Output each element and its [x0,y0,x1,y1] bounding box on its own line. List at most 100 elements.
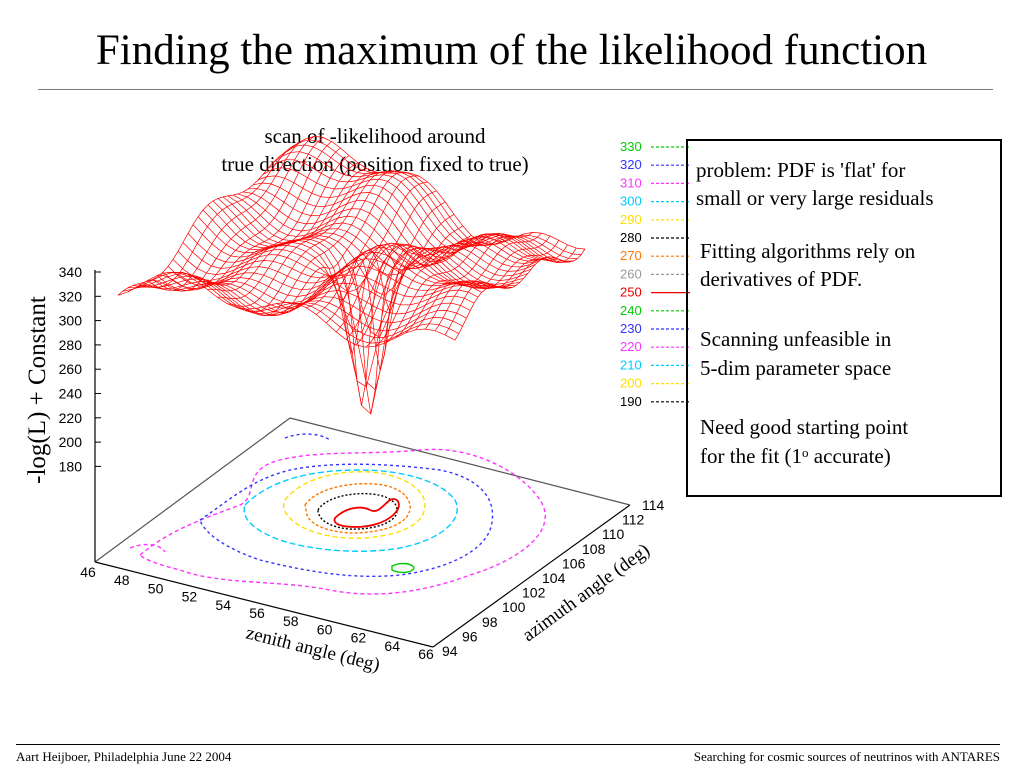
contour-legend: 330 320 310 300 290 280 270 260 250 240 230 220 210 2… [620,139,690,409]
legend-label-230: 230 [620,321,642,336]
x-tick-60: 60 [317,621,333,637]
mesh-line-v [187,233,509,293]
legend-label-270: 270 [620,248,642,263]
x-tick-52: 52 [182,589,198,605]
note-line-8-b: accurate) [808,444,891,468]
legend-label-210: 210 [620,357,642,372]
base-left-edge [94,417,291,563]
x-tick-62: 62 [351,630,367,646]
mesh-line-v [152,274,482,309]
y-tick-102: 102 [522,585,546,601]
mesh-line-v [182,242,505,289]
mesh-line-v [197,216,517,388]
mesh-line-v [117,271,456,348]
note-line-4: derivatives of PDF. [700,267,863,291]
mesh-line-u [306,214,455,371]
contour-red [333,498,400,528]
caption-line-1: scan of -likelihood around [264,124,486,148]
y-tick-98: 98 [482,614,498,630]
mesh-line-u [444,247,577,336]
mesh-line-u [355,241,498,346]
mesh-line-u [454,248,586,341]
mesh-line-u [375,233,516,347]
contour-magenta-islet [129,543,166,553]
footer-right: Searching for cosmic sources of neutrino… [693,749,1000,764]
mesh-line-u [315,225,463,315]
base-right-edge [432,504,631,648]
legend-label-300: 300 [620,194,642,209]
mesh-line-u [345,243,489,340]
mesh-line-u [117,150,289,296]
contour-black [317,492,398,530]
base-back-edge [289,417,631,506]
contour-yellow [282,471,426,539]
legend-label-200: 200 [620,376,642,391]
x-tick-56: 56 [249,605,265,621]
contour-cyan [243,469,458,552]
z-tick-340: 340 [59,264,83,280]
y-tick-96: 96 [462,628,478,644]
mesh-line-u [246,170,402,316]
legend-label-280: 280 [620,230,642,245]
contour-blue [199,463,494,578]
base-plane [94,270,631,648]
mesh-line-v [122,272,459,344]
x-tick-58: 58 [283,613,299,629]
legend-label-190: 190 [620,394,642,409]
z-tick-280: 280 [59,337,83,353]
legend-label-240: 240 [620,303,642,318]
z-tick-320: 320 [59,288,83,304]
x-tick-46: 46 [80,564,96,580]
footer-divider [16,744,1000,745]
note-line-6: 5-dim parameter space [700,356,892,380]
z-tick-180: 180 [59,458,83,474]
contour-blue-islet [284,433,331,441]
note-line-8: for the fit (1o accurate) [700,442,891,470]
mesh-line-u [405,232,542,334]
z-tick-240: 240 [59,386,83,402]
y-tick-104: 104 [542,570,566,586]
x-tick-66: 66 [418,646,434,662]
mesh-line-u [177,147,341,285]
note-line-8-a: for the fit (1 [700,444,803,468]
y-tick-100: 100 [502,599,526,615]
y-tick-114: 114 [642,497,665,513]
note-line-3: Fitting algorithms rely on [700,239,916,263]
y-tick-94: 94 [442,643,458,659]
footer-left: Aart Heijboer, Philadelphia June 22 2004 [16,749,232,764]
mesh-line-u [296,201,446,415]
base-front-edge [94,561,434,648]
title-divider [38,89,993,90]
note-line-7: Need good starting point [700,415,909,439]
mesh-line-v [232,194,544,270]
x-tick-48: 48 [114,572,130,588]
z-tick-260: 260 [59,361,83,377]
x-tick-64: 64 [384,638,400,654]
legend-label-220: 220 [620,339,642,354]
mesh-line-v [207,204,524,391]
note-line-2: small or very large residuals [696,186,934,210]
contour-green-islet [391,562,415,574]
mesh-line-u [415,235,551,331]
notes-box [686,139,1002,497]
z-tick-200: 200 [59,434,83,450]
mesh-line-u [157,137,324,291]
slide-title: Finding the maximum of the likelihood fu… [95,27,928,74]
legend-label-260: 260 [620,266,642,281]
x-tick-labels: 46 48 50 52 54 56 58 60 62 64 66 [80,564,434,662]
mesh-line-u [325,235,472,324]
legend-label-290: 290 [620,212,642,227]
contour-projection [129,433,546,595]
z-tick-300: 300 [59,313,83,329]
legend-label-250: 250 [620,285,642,300]
mesh-line-u [365,236,507,348]
y-tick-110: 110 [602,526,625,542]
x-tick-54: 54 [215,597,231,613]
mesh-line-v [167,252,494,291]
mesh-line-u [395,232,533,339]
mesh-line-v [202,209,521,415]
degree-superscript: o [802,445,809,460]
z-tick-marks [95,271,101,467]
